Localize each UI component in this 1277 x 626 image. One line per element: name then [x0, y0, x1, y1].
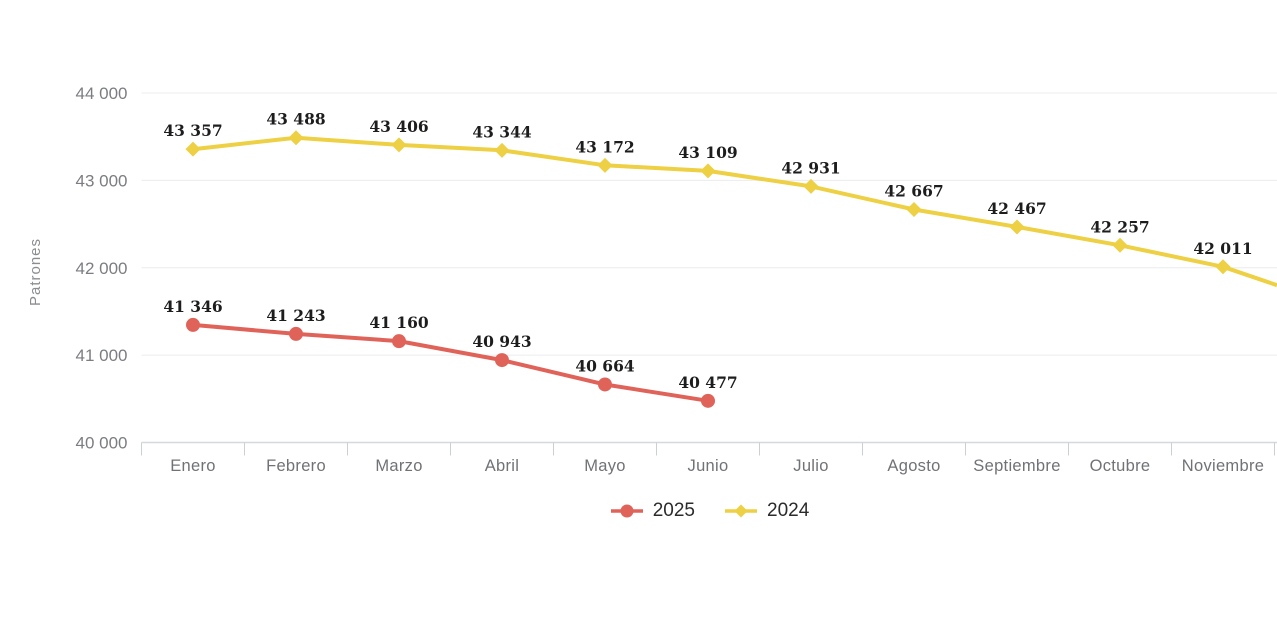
- x-tick-label: Junio: [688, 457, 729, 475]
- data-label: 42 931: [781, 158, 840, 177]
- legend-marker-circle-icon: [610, 504, 643, 518]
- y-tick-label: 40 000: [76, 434, 128, 453]
- legend-item-2025[interactable]: 2025: [609, 500, 695, 522]
- x-tick-label: Abril: [485, 457, 520, 475]
- data-label: 43 109: [678, 143, 737, 162]
- x-tick-label: Noviembre: [1182, 457, 1264, 475]
- y-tick-label: 44 000: [76, 84, 128, 103]
- series-layer: 41 346 41 243 41 160 40 943 40 664 40 477 43 3…: [163, 110, 1277, 408]
- data-point-2024[interactable]: [1215, 259, 1231, 275]
- chart-legend: 2025 2024: [141, 500, 1277, 522]
- x-tick-label: Septiembre: [973, 457, 1060, 475]
- axis-layer: 44 000 43 000 42 000 41 000 40 000 Enero Febre…: [76, 84, 1275, 475]
- legend-label: 2024: [767, 500, 810, 521]
- legend-label: 2025: [652, 500, 695, 521]
- data-label: 41 243: [266, 306, 325, 325]
- data-label: 43 172: [575, 137, 634, 156]
- data-point-2025[interactable]: [495, 353, 509, 368]
- x-tick-label: Julio: [793, 457, 828, 475]
- series-line-2024: [192, 135, 1277, 288]
- data-point-2025[interactable]: [701, 393, 715, 408]
- grid-layer: [141, 92, 1277, 444]
- data-label: 40 943: [472, 332, 531, 351]
- y-tick-label: 43 000: [76, 171, 128, 190]
- data-label: 42 667: [884, 181, 943, 200]
- data-label: 43 406: [369, 117, 428, 136]
- data-label: 43 344: [472, 122, 532, 141]
- data-label: 43 357: [163, 121, 222, 140]
- data-label: 43 488: [266, 110, 325, 129]
- data-point-2024[interactable]: [803, 178, 819, 194]
- data-label: 40 477: [678, 373, 737, 392]
- data-label: 42 467: [987, 199, 1046, 218]
- legend-marker-diamond-icon: [725, 504, 757, 518]
- series-line-2025: [192, 322, 709, 403]
- chart-canvas: 41 346 41 243 41 160 40 943 40 664 40 477 43 3…: [27, 84, 1277, 475]
- x-tick-label: Agosto: [887, 457, 940, 475]
- data-point-2024[interactable]: [1112, 237, 1128, 253]
- data-point-2025[interactable]: [186, 317, 200, 332]
- x-tick-label: Mayo: [584, 457, 626, 475]
- data-label: 42 257: [1090, 217, 1149, 236]
- y-axis-title: Patrones: [27, 238, 44, 306]
- data-point-2024[interactable]: [494, 142, 510, 158]
- data-point-2025[interactable]: [392, 334, 406, 349]
- data-point-2024[interactable]: [391, 137, 407, 153]
- y-tick-label: 42 000: [76, 259, 128, 278]
- data-point-2024[interactable]: [700, 163, 716, 179]
- legend-item-2024[interactable]: 2024: [723, 500, 809, 522]
- data-label: 41 346: [163, 297, 222, 316]
- y-tick-label: 41 000: [76, 346, 128, 365]
- data-point-2024[interactable]: [906, 201, 922, 217]
- x-tick-label: Febrero: [266, 457, 326, 475]
- data-point-2024[interactable]: [597, 157, 613, 173]
- data-label: 40 664: [575, 356, 635, 375]
- data-point-2025[interactable]: [598, 377, 612, 392]
- x-tick-label: Enero: [170, 457, 216, 475]
- data-label: 41 160: [369, 313, 429, 332]
- x-tick-label: Marzo: [375, 457, 422, 475]
- data-point-2024[interactable]: [288, 130, 304, 146]
- data-point-2024[interactable]: [1009, 219, 1025, 235]
- data-label: 42 011: [1193, 239, 1252, 258]
- data-point-2024[interactable]: [185, 141, 201, 157]
- x-tick-label: Octubre: [1090, 457, 1151, 475]
- data-point-2025[interactable]: [289, 326, 303, 341]
